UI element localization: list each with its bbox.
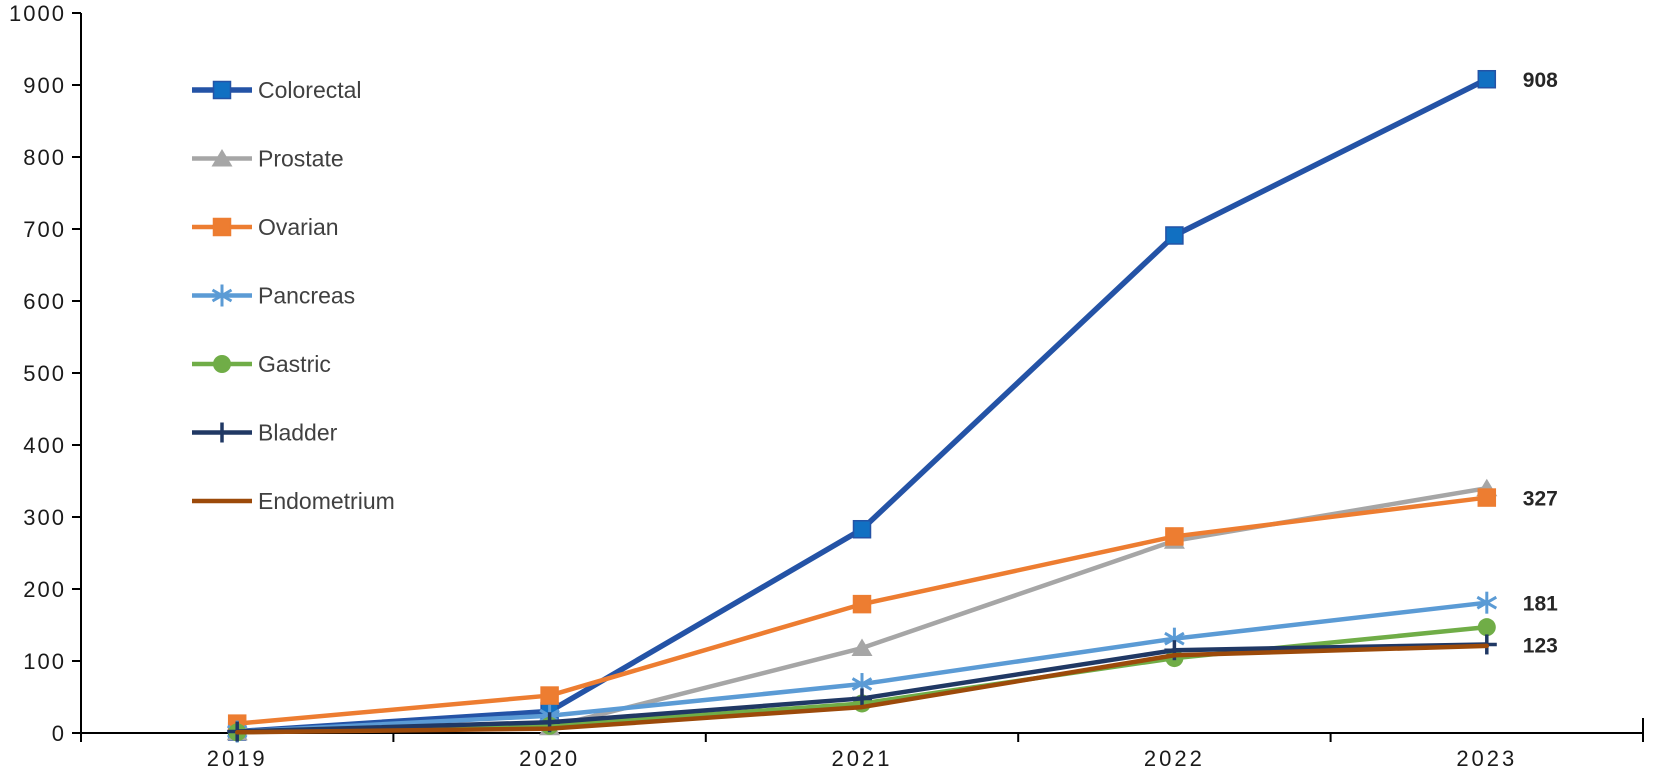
marker-square-colorectal xyxy=(852,519,872,539)
legend-label-ovarian: Ovarian xyxy=(258,214,339,240)
y-tick-label: 400 xyxy=(23,433,66,458)
data-label-ovarian: 327 xyxy=(1523,488,1558,511)
marker-asterisk-pancreas xyxy=(851,677,873,691)
y-tick-label: 100 xyxy=(23,649,66,674)
legend-label-endometrium: Endometrium xyxy=(258,488,395,514)
legend-label-prostate: Prostate xyxy=(258,146,344,172)
data-label-colorectal: 908 xyxy=(1523,69,1558,92)
marker-square-ovarian xyxy=(1477,488,1497,507)
y-tick-label: 700 xyxy=(23,217,66,242)
legend-label-gastric: Gastric xyxy=(258,351,331,377)
marker-triangle-prostate xyxy=(211,149,233,167)
marker-square-colorectal xyxy=(1165,226,1184,245)
x-tick-label: 2021 xyxy=(832,746,893,771)
marker-asterisk-pancreas xyxy=(1476,595,1498,610)
data-label-bladder: 123 xyxy=(1523,634,1558,657)
x-tick-label: 2019 xyxy=(207,746,268,771)
x-tick-label: 2023 xyxy=(1456,746,1517,771)
marker-square-colorectal xyxy=(212,80,232,100)
marker-square-ovarian xyxy=(1165,527,1184,546)
marker-square-colorectal xyxy=(1477,69,1497,89)
series-line-colorectal xyxy=(234,76,1490,735)
y-tick-label: 200 xyxy=(23,577,66,602)
marker-square-ovarian xyxy=(212,217,232,237)
legend-label-colorectal: Colorectal xyxy=(258,77,362,103)
marker-triangle-prostate xyxy=(851,638,873,657)
series-line-endometrium xyxy=(234,643,1490,735)
marker-asterisk-pancreas xyxy=(211,288,233,303)
x-tick-label: 2022 xyxy=(1144,746,1205,771)
y-tick-label: 600 xyxy=(23,289,66,314)
marker-circle-gastric xyxy=(213,355,231,373)
y-tick-label: 500 xyxy=(23,361,66,386)
data-label-pancreas: 181 xyxy=(1523,593,1558,616)
marker-square-ovarian xyxy=(852,594,872,614)
marker-square-ovarian xyxy=(540,686,559,705)
legend-label-bladder: Bladder xyxy=(258,420,338,446)
marker-asterisk-pancreas xyxy=(1164,631,1185,646)
marker-circle-gastric xyxy=(1477,618,1496,637)
y-tick-label: 300 xyxy=(23,505,66,530)
y-tick-label: 0 xyxy=(52,721,66,746)
y-tick-label: 900 xyxy=(23,73,66,98)
legend-label-pancreas: Pancreas xyxy=(258,283,355,309)
y-tick-label: 800 xyxy=(23,145,66,170)
y-tick-label: 1000 xyxy=(9,1,66,26)
x-tick-label: 2020 xyxy=(519,746,580,771)
